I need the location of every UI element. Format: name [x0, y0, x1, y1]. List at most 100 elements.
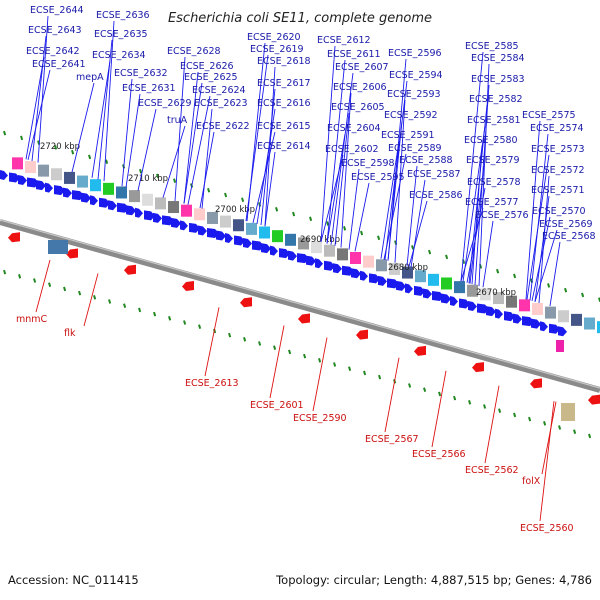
genome-backbone [0, 219, 600, 393]
gene-label[interactable]: ECSE_2593 [387, 89, 441, 100]
gene-label[interactable]: ECSE_2620 [247, 32, 301, 43]
gene-label[interactable]: ECSE_2573 [531, 144, 585, 155]
leader-line [125, 93, 141, 188]
gene-label[interactable]: ECSE_2615 [257, 121, 311, 132]
gene-label[interactable]: ECSE_2595 [351, 172, 405, 183]
tick-mark [275, 206, 279, 212]
gene-label[interactable]: ECSE_2624 [192, 85, 246, 96]
forward-gene-arrow [36, 180, 46, 191]
gene-label[interactable]: ECSE_2575 [522, 110, 576, 121]
gene-label[interactable]: ECSE_2589 [388, 143, 442, 154]
forward-gene-arrow [189, 222, 200, 233]
gene-label[interactable]: ECSE_2571 [531, 185, 585, 196]
forward-gene-arrow [180, 220, 188, 231]
gene-label[interactable]: ECSE_2587 [407, 169, 461, 180]
gene-label[interactable]: truA [167, 115, 188, 126]
gene-label[interactable]: ECSE_2641 [32, 59, 86, 70]
gene-label[interactable]: ECSE_2569 [539, 219, 593, 230]
gene-label[interactable]: ECSE_2634 [92, 50, 146, 61]
gene-label[interactable]: ECSE_2642 [26, 46, 80, 57]
gene-label[interactable]: mepA [76, 72, 104, 83]
reverse-gene-arrow [182, 280, 194, 291]
gene-label[interactable]: ECSE_2631 [122, 83, 176, 94]
gene-label[interactable]: ECSE_2580 [464, 135, 518, 146]
forward-gene-arrow [324, 260, 335, 271]
gene-label[interactable]: ECSE_2635 [94, 29, 148, 40]
forward-gene-arrow [54, 185, 65, 196]
leader-line [162, 125, 186, 198]
gene-label[interactable]: ECSE_2628 [167, 46, 221, 57]
gene-label[interactable]: ECSE_2602 [325, 144, 379, 155]
gene-label[interactable]: ECSE_2644 [30, 5, 84, 16]
leader-line [469, 165, 485, 284]
gene-label[interactable]: ECSE_2632 [114, 68, 168, 79]
gene-label[interactable]: ECSE_2643 [28, 25, 82, 36]
gene-label[interactable]: ECSE_2583 [471, 74, 525, 85]
gene-label[interactable]: ECSE_2572 [531, 165, 585, 176]
gene-label[interactable]: ECSE_2566 [412, 449, 466, 460]
gene-label[interactable]: ECSE_2601 [250, 400, 304, 411]
gene-label[interactable]: ECSE_2604 [327, 123, 381, 134]
ruler-tick-label: 2710 kbp [128, 174, 168, 184]
gene-label[interactable]: ECSE_2594 [389, 70, 443, 81]
gene-label[interactable]: ECSE_2586 [409, 190, 463, 201]
gene-label[interactable]: ECSE_2581 [467, 115, 521, 126]
gene-label[interactable]: folX [522, 476, 541, 487]
gene-label[interactable]: mnmC [16, 314, 48, 325]
leader-line [264, 151, 276, 227]
gene-label[interactable]: ECSE_2614 [257, 141, 311, 152]
gene-label[interactable]: ECSE_2579 [466, 155, 520, 166]
tick-mark [20, 135, 24, 141]
reverse-gene-arrow [472, 362, 484, 373]
tick-mark [558, 425, 562, 430]
gene-label[interactable]: ECSE_2560 [520, 523, 574, 534]
gene-label[interactable]: ECSE_2562 [465, 465, 519, 476]
forward-gene-arrow [9, 172, 20, 183]
gene-label[interactable]: ECSE_2567 [365, 434, 419, 445]
gene-label[interactable]: flk [64, 328, 76, 339]
gene-label[interactable]: ECSE_2623 [194, 98, 248, 109]
ruler-tick-label: 2700 kbp [215, 205, 255, 215]
tick-mark [241, 197, 245, 203]
gene-label[interactable]: ECSE_2591 [381, 130, 435, 141]
genome-backbone-highlight [0, 219, 600, 389]
gene-label[interactable]: ECSE_2570 [532, 206, 586, 217]
gene-label[interactable]: ECSE_2607 [335, 62, 389, 73]
gene-label[interactable]: ECSE_2618 [257, 56, 311, 67]
gene-label[interactable]: ECSE_2611 [327, 49, 381, 60]
tick-mark [108, 299, 112, 304]
tick-mark [468, 400, 472, 405]
gene-label[interactable]: ECSE_2619 [250, 44, 304, 55]
gene-label[interactable]: ECSE_2636 [96, 10, 150, 21]
top-leader-lines [25, 15, 561, 307]
gene-label[interactable]: ECSE_2617 [257, 78, 311, 89]
gene-label[interactable]: ECSE_2588 [399, 155, 453, 166]
gene-label[interactable]: ECSE_2585 [465, 41, 519, 52]
leader-line [31, 35, 47, 162]
forward-gene-arrow [360, 270, 368, 281]
reverse-gene-arrow [124, 264, 136, 275]
gene-label[interactable]: ECSE_2605 [331, 102, 385, 113]
gene-label[interactable]: ECSE_2616 [257, 98, 311, 109]
gene-label[interactable]: ECSE_2612 [317, 35, 371, 46]
gene-label[interactable]: ECSE_2625 [184, 72, 238, 83]
gene-label[interactable]: ECSE_2584 [471, 53, 525, 64]
gene-label[interactable]: ECSE_2578 [467, 177, 521, 188]
gene-label[interactable]: ECSE_2598 [341, 158, 395, 169]
forward-gene-arrow [306, 255, 316, 266]
gene-label[interactable]: ECSE_2577 [465, 197, 519, 208]
gene-label[interactable]: ECSE_2606 [333, 82, 387, 93]
gene-feature-box [597, 321, 600, 334]
gene-label[interactable]: ECSE_2622 [196, 121, 250, 132]
gene-label[interactable]: ECSE_2613 [185, 378, 239, 389]
gene-label[interactable]: ECSE_2582 [469, 94, 523, 105]
gene-label[interactable]: ECSE_2574 [530, 123, 584, 134]
gene-label[interactable]: ECSE_2568 [542, 231, 596, 242]
gene-label[interactable]: ECSE_2590 [293, 413, 347, 424]
gene-label[interactable]: ECSE_2576 [475, 210, 529, 221]
gene-label[interactable]: ECSE_2629 [138, 98, 192, 109]
forward-gene-arrow [423, 288, 432, 299]
gene-label[interactable]: ECSE_2592 [384, 110, 438, 121]
gene-label[interactable]: ECSE_2596 [388, 48, 442, 59]
gene-label[interactable]: ECSE_2626 [180, 61, 234, 72]
